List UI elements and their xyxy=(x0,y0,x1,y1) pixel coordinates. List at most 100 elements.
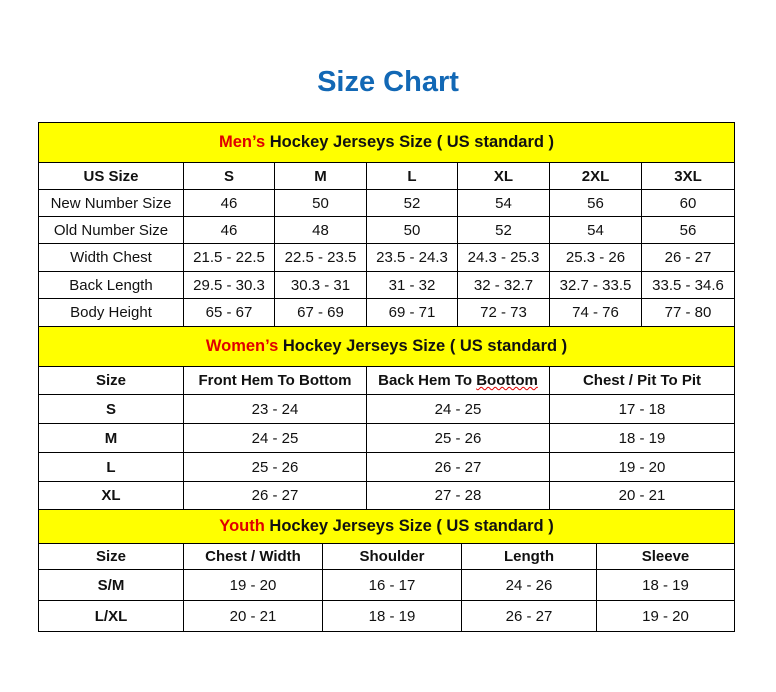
section-title: Men’s Hockey Jerseys Size ( US standard … xyxy=(37,122,736,163)
table-cell: 23 - 24 xyxy=(183,394,367,424)
table-cell: 24 - 25 xyxy=(183,423,367,453)
table-cell: 67 - 69 xyxy=(274,298,367,327)
column-header: Size xyxy=(95,372,126,389)
section-title-text: Hockey Jerseys Size ( US standard ) xyxy=(278,337,568,355)
column-header-cell: US Size xyxy=(38,162,184,190)
column-header-cell: Chest / Pit To Pit xyxy=(548,366,736,395)
table-cell: 48 xyxy=(274,216,367,244)
womens-size-table: Women’s Hockey Jerseys Size ( US standar… xyxy=(37,326,736,510)
table-cell: 24 - 25 xyxy=(366,394,550,424)
column-header-cell: Shoulder xyxy=(322,543,462,570)
table-cell: 30.3 - 31 xyxy=(274,271,367,299)
table-cell: 20 - 21 xyxy=(183,600,323,632)
table-cell: 24 - 26 xyxy=(461,569,597,601)
table-cell: 19 - 20 xyxy=(183,569,323,601)
table-cell: 54 xyxy=(549,216,642,244)
column-header: Length xyxy=(504,548,554,565)
column-header: Size xyxy=(95,548,126,565)
header-row: US Size S M L XL 2XL 3XL xyxy=(38,162,736,190)
section-title-group: Men’s xyxy=(219,133,266,151)
table-cell: 72 - 73 xyxy=(457,298,550,327)
table-cell: 56 xyxy=(549,189,642,217)
mens-size-table: Men’s Hockey Jerseys Size ( US standard … xyxy=(37,122,736,327)
table-cell: 31 - 32 xyxy=(366,271,458,299)
table-cell: 25.3 - 26 xyxy=(549,243,642,272)
column-header-cell: S xyxy=(183,162,275,190)
table-cell: 24.3 - 25.3 xyxy=(457,243,550,272)
section-title-group: Women’s xyxy=(205,337,279,355)
table-cell: 18 - 19 xyxy=(595,569,736,601)
column-header: L xyxy=(407,167,417,185)
column-header: Shoulder xyxy=(359,548,425,565)
row-label: S/M xyxy=(38,569,184,601)
table-cell: 77 - 80 xyxy=(640,298,736,327)
table-row: S/M 19 - 20 16 - 17 24 - 26 18 - 19 xyxy=(38,569,736,601)
column-header-cell: Chest / Width xyxy=(183,543,323,570)
section-title-text: Hockey Jerseys Size ( US standard ) xyxy=(265,133,555,151)
table-cell: 26 - 27 xyxy=(640,243,736,272)
table-cell: 32.7 - 33.5 xyxy=(549,271,642,299)
table-cell: 22.5 - 23.5 xyxy=(274,243,367,272)
table-cell: 19 - 20 xyxy=(595,600,736,632)
table-cell: 74 - 76 xyxy=(549,298,642,327)
header-row: Size Front Hem To Bottom Back Hem To Boott… xyxy=(38,366,736,395)
column-header-cell: Length xyxy=(461,543,597,570)
header-row: Size Chest / Width Shoulder Length Sleeve xyxy=(38,543,736,570)
column-header-cell: Sleeve xyxy=(595,543,736,570)
section-title: Youth Hockey Jerseys Size ( US standard … xyxy=(37,509,736,544)
table-cell: 65 - 67 xyxy=(183,298,275,327)
table-cell: 60 xyxy=(640,189,736,217)
row-label: S xyxy=(38,394,184,424)
column-header: 3XL xyxy=(674,167,702,185)
table-cell: 46 xyxy=(183,189,275,217)
table-cell: 26 - 27 xyxy=(183,481,367,510)
row-label: Body Height xyxy=(38,298,184,327)
table-cell: 16 - 17 xyxy=(322,569,462,601)
column-header-cell: Size xyxy=(38,543,184,570)
row-label: M xyxy=(38,423,184,453)
table-cell: 32 - 32.7 xyxy=(457,271,550,299)
column-header: Sleeve xyxy=(641,548,690,565)
table-cell: 54 xyxy=(457,189,550,217)
table-row: Old Number Size 46 48 50 52 54 56 xyxy=(38,216,736,244)
table-cell: 69 - 71 xyxy=(366,298,458,327)
row-label: Old Number Size xyxy=(38,216,184,244)
table-cell: 18 - 19 xyxy=(322,600,462,632)
row-label: L/XL xyxy=(38,600,184,632)
table-cell: 18 - 19 xyxy=(548,423,736,453)
table-cell: 33.5 - 34.6 xyxy=(640,271,736,299)
youth-size-table: Youth Hockey Jerseys Size ( US standard … xyxy=(37,509,736,632)
column-header: Chest / Width xyxy=(205,548,301,565)
row-label: L xyxy=(38,452,184,482)
column-header-cell: Front Hem To Bottom xyxy=(183,366,367,395)
table-cell: 23.5 - 24.3 xyxy=(366,243,458,272)
column-header-cell: M xyxy=(274,162,367,190)
table-row: Back Length 29.5 - 30.3 30.3 - 31 31 - 32 32… xyxy=(38,271,736,299)
table-row: Body Height 65 - 67 67 - 69 69 - 71 72 - 73 7… xyxy=(38,298,736,327)
table-row: Width Chest 21.5 - 22.5 22.5 - 23.5 23.5 - … xyxy=(38,243,736,272)
table-cell: 52 xyxy=(457,216,550,244)
table-cell: 50 xyxy=(366,216,458,244)
column-header: XL xyxy=(493,167,514,185)
column-header-cell: L xyxy=(366,162,458,190)
row-label: Back Length xyxy=(38,271,184,299)
table-cell: 56 xyxy=(640,216,736,244)
column-header: S xyxy=(223,167,234,185)
column-header: US Size xyxy=(83,167,139,185)
table-cell: 27 - 28 xyxy=(366,481,550,510)
column-header-cell: Back Hem To Boottom xyxy=(366,366,550,395)
table-row: XL 26 - 27 27 - 28 20 - 21 xyxy=(38,481,736,510)
table-cell: 46 xyxy=(183,216,275,244)
spelling-underline: Boottom xyxy=(476,372,538,389)
row-label: New Number Size xyxy=(38,189,184,217)
column-header: 2XL xyxy=(581,167,610,185)
table-cell: 25 - 26 xyxy=(366,423,550,453)
table-row: New Number Size 46 50 52 54 56 60 xyxy=(38,189,736,217)
section-title-group: Youth xyxy=(219,517,265,535)
column-header: Front Hem To Bottom xyxy=(198,372,352,389)
section-title: Women’s Hockey Jerseys Size ( US standar… xyxy=(37,326,736,367)
column-header-cell: 2XL xyxy=(549,162,642,190)
section-title-text: Hockey Jerseys Size ( US standard ) xyxy=(264,517,554,535)
column-header-cell: Size xyxy=(38,366,184,395)
table-row: L 25 - 26 26 - 27 19 - 20 xyxy=(38,452,736,482)
